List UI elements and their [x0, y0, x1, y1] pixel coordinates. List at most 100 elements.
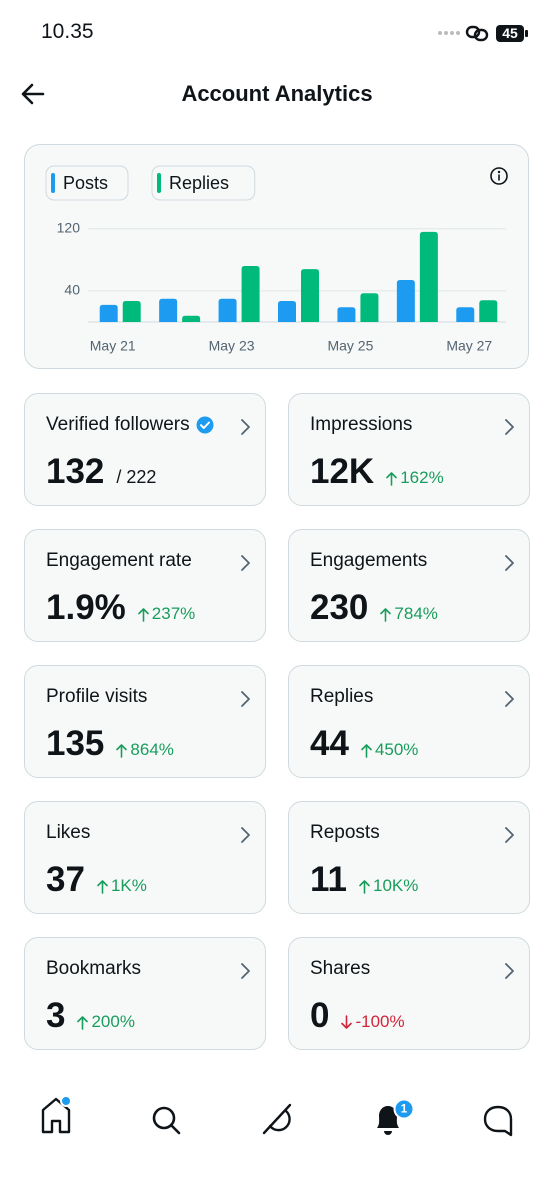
stat-label-row: Bookmarks [46, 958, 141, 980]
status-time: 10.35 [41, 20, 94, 43]
stat-label: Likes [46, 822, 91, 843]
trend-arrow [359, 879, 370, 894]
stat-row: 1.9% 237% [46, 588, 195, 628]
stat-change-row: 162% [386, 468, 444, 488]
chevron [505, 827, 514, 843]
bar [479, 300, 498, 322]
stat-card[interactable]: Bookmarks 3 200% [24, 937, 266, 1050]
chevron [505, 555, 514, 571]
nav-home[interactable] [41, 1095, 72, 1134]
stat-row: 132 / 222 [46, 452, 156, 492]
chevron [241, 963, 250, 979]
stat-label-row: Engagement rate [46, 550, 192, 572]
chevron [505, 691, 514, 707]
stat-card[interactable]: Profile visits 135 864% [24, 665, 266, 778]
chevron [241, 827, 250, 843]
stat-change: 450% [374, 740, 419, 759]
stat-change-row: 237% [137, 604, 195, 624]
stat-value: 1.9% [46, 588, 126, 627]
stat-value: 12K [310, 452, 375, 491]
bar [337, 307, 356, 322]
stat-change: 1K% [110, 876, 147, 895]
stat-card[interactable]: Impressions 12K 162% [288, 393, 530, 506]
stat-label: Engagements [310, 550, 428, 571]
stat-label: Impressions [310, 414, 413, 435]
nav-notifications[interactable]: 1 [377, 1098, 415, 1136]
stat-change: 784% [394, 604, 438, 623]
bar [456, 307, 475, 322]
stat-label: Engagement rate [46, 550, 192, 571]
chevron [505, 419, 514, 435]
status-icons: 45 [438, 25, 528, 42]
x-tick-label: May 27 [446, 338, 492, 354]
notification-badge: 1 [401, 1102, 408, 1116]
x-tick-label: May 25 [327, 338, 373, 354]
bar [241, 266, 260, 322]
stat-value: 135 [46, 724, 105, 763]
bar [182, 315, 201, 322]
nav-grok[interactable] [262, 1103, 292, 1135]
trend-arrow [97, 879, 108, 894]
stat-value: 3 [46, 996, 66, 1035]
nav-search[interactable] [152, 1106, 181, 1135]
x-tick-label: May 21 [90, 338, 136, 354]
stat-card[interactable]: Shares 0 -100% [288, 937, 530, 1050]
bar [419, 231, 438, 322]
stat-change-row: 1K% [97, 876, 147, 896]
stat-row: 230 784% [310, 588, 438, 628]
stat-card[interactable]: Engagements 230 784% [288, 529, 530, 642]
stat-row: 44 450% [310, 724, 418, 764]
stat-row: 0 -100% [310, 996, 405, 1036]
stat-change-row: 10K% [359, 876, 418, 896]
chevron [241, 691, 250, 707]
stat-label-row: Reposts [310, 822, 380, 844]
stat-label-row: Replies [310, 686, 373, 708]
stat-total: / 222 [116, 467, 157, 487]
stat-card[interactable]: Likes 37 1K% [24, 801, 266, 914]
stat-label: Verified followers [46, 414, 190, 435]
bar [278, 301, 296, 322]
chart: 40 120 Posts Replies May 21 May 23 May 25 May 2… [45, 165, 508, 354]
stat-card[interactable]: Engagement rate 1.9% 237% [24, 529, 266, 642]
stat-change: 10K% [373, 876, 419, 895]
chevron [241, 419, 250, 435]
stat-change-row: 200% [77, 1012, 135, 1032]
trend-arrow [116, 743, 128, 758]
battery-level: 45 [502, 25, 518, 41]
bar [396, 280, 415, 322]
stat-row: 11 10K% [310, 860, 418, 900]
stat-label-row: Likes [46, 822, 90, 844]
legend-label: Replies [169, 173, 229, 193]
stat-label: Profile visits [46, 686, 148, 707]
stat-change-row: -100% [341, 1012, 405, 1032]
back-button[interactable] [20, 82, 46, 106]
chevron [241, 555, 250, 571]
y-tick-label: 40 [64, 282, 80, 298]
chevron [505, 963, 514, 979]
legend-chip[interactable] [45, 165, 129, 201]
stat-card[interactable]: Verified followers 132 / 222 [24, 393, 266, 506]
stat-label: Reposts [310, 822, 380, 843]
bottom-nav: 1 [41, 1095, 513, 1137]
stat-row: 12K 162% [310, 452, 444, 492]
legend-swatch [51, 173, 55, 193]
info-button[interactable] [490, 167, 508, 185]
bar [360, 293, 379, 322]
legend-chip[interactable] [151, 165, 256, 201]
y-tick-label: 120 [57, 219, 81, 235]
stat-change-row: 864% [116, 740, 174, 760]
stat-card[interactable]: Replies 44 450% [288, 665, 530, 778]
stat-value: 132 [46, 452, 105, 491]
verified-badge [196, 416, 214, 434]
trend-arrow [137, 607, 149, 622]
stat-label: Replies [310, 686, 374, 707]
stats-grid: Verified followers 132 / 222 Impressions 12K… [24, 393, 530, 1050]
trend-arrow [380, 607, 392, 622]
nav-messages[interactable] [483, 1105, 513, 1137]
stat-card[interactable]: Reposts 11 10K% [288, 801, 530, 914]
stat-value: 11 [310, 860, 347, 899]
stat-row: 37 1K% [46, 860, 147, 900]
stat-label-row: Engagements [310, 550, 427, 572]
legend-swatch [157, 173, 161, 193]
